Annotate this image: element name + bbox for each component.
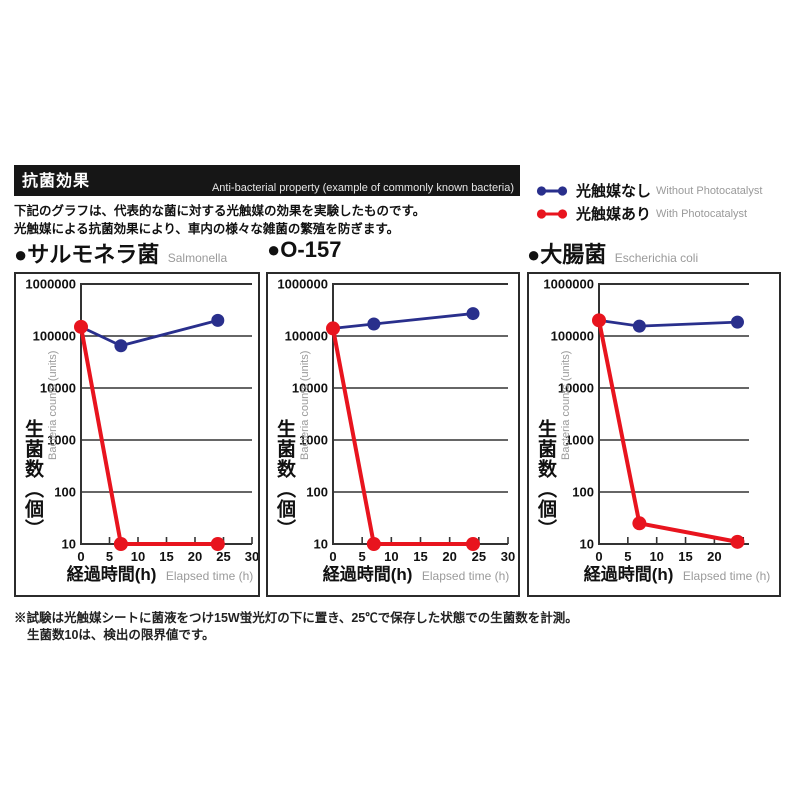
x-axis-label: 経過時間(h) Elapsed time (h) xyxy=(314,560,518,585)
intro-line-1: 下記のグラフは、代表的な菌に対する光触媒の効果を実験したものです。 xyxy=(14,204,426,218)
y-axis-label-en: Bacteria counts (units) xyxy=(47,350,59,460)
legend-label-en: Without Photocatalyst xyxy=(656,184,763,197)
ecoli-chart-panel: 1000000 100000 10000 1000 100 10 0 5 10 15 20 生菌数（… xyxy=(527,272,781,597)
x-axis-label-ja: 経過時間(h) xyxy=(322,565,413,584)
salmonella-title: ●サルモネラ菌 Salmonella xyxy=(14,237,227,269)
svg-text:20: 20 xyxy=(442,549,456,564)
svg-text:10: 10 xyxy=(580,537,594,552)
legend: 光触媒なし Without Photocatalyst 光触媒あり With P… xyxy=(536,179,762,225)
with-photocatalyst-marker-icon xyxy=(536,208,568,219)
ecoli-title: ●大腸菌 Escherichia coli xyxy=(527,237,698,269)
legend-item-with-photocatalyst: 光触媒あり With Photocatalyst xyxy=(536,202,762,225)
legend-label-en: With Photocatalyst xyxy=(656,207,748,220)
section-header-bar: 抗菌効果 Anti-bacterial property (example of… xyxy=(14,165,520,196)
svg-text:20: 20 xyxy=(188,549,202,564)
x-axis-label-en: Elapsed time (h) xyxy=(682,569,771,583)
svg-text:1000000: 1000000 xyxy=(543,277,594,292)
svg-text:10: 10 xyxy=(314,537,328,552)
y-axis-label-en: Bacteria counts (units) xyxy=(299,350,311,460)
svg-text:10: 10 xyxy=(384,549,398,564)
ecoli-title-en: Escherichia coli xyxy=(614,251,699,265)
y-axis-label-ja: 生菌数（個） xyxy=(274,419,295,539)
footnote-line-2: 生菌数10は、検出の限界値です。 xyxy=(27,627,215,642)
svg-text:25: 25 xyxy=(472,549,486,564)
svg-text:0: 0 xyxy=(77,549,84,564)
svg-text:15: 15 xyxy=(159,549,173,564)
svg-text:10000: 10000 xyxy=(40,381,76,396)
svg-text:10: 10 xyxy=(62,537,76,552)
svg-text:0: 0 xyxy=(329,549,336,564)
intro-line-2: 光触媒による抗菌効果により、車内の様々な雑菌の繁殖を防ぎます。 xyxy=(14,222,400,237)
svg-text:0: 0 xyxy=(595,549,602,564)
x-axis-label-en: Elapsed time (h) xyxy=(421,569,510,583)
without-photocatalyst-marker-icon xyxy=(536,185,568,196)
x-axis-label: 経過時間(h) Elapsed time (h) xyxy=(575,560,779,585)
y-axis-label-ja: 生菌数（個） xyxy=(535,419,556,539)
footnote-line-1: ※試験は光触媒シートに菌液をつけ15W蛍光灯の下に置き、25℃で保存した状態での… xyxy=(14,611,578,625)
intro-text: 下記のグラフは、代表的な菌に対する光触媒の効果を実験したものです。 光触媒による… xyxy=(14,202,425,238)
x-axis-label-en: Elapsed time (h) xyxy=(165,569,254,583)
svg-text:20: 20 xyxy=(707,549,721,564)
svg-text:1000000: 1000000 xyxy=(25,277,76,292)
legend-label-ja: 光触媒あり xyxy=(576,206,652,223)
y-axis-label-en: Bacteria counts (units) xyxy=(560,350,572,460)
legend-label-ja: 光触媒なし xyxy=(576,183,652,200)
svg-text:1000000: 1000000 xyxy=(277,277,328,292)
svg-text:30: 30 xyxy=(245,549,258,564)
salmonella-title-en: Salmonella xyxy=(167,251,228,265)
svg-text:10000: 10000 xyxy=(292,381,328,396)
footnote: ※試験は光触媒シートに菌液をつけ15W蛍光灯の下に置き、25℃で保存した状態での… xyxy=(14,610,578,644)
svg-text:1000: 1000 xyxy=(299,433,328,448)
ecoli-title-ja: ●大腸菌 xyxy=(527,242,607,267)
svg-text:10: 10 xyxy=(131,549,145,564)
svg-text:100: 100 xyxy=(572,485,594,500)
x-axis-label-ja: 経過時間(h) xyxy=(583,565,674,584)
svg-text:5: 5 xyxy=(106,549,113,564)
svg-text:100000: 100000 xyxy=(285,329,328,344)
section-title-ja: 抗菌効果 xyxy=(22,173,91,190)
svg-text:10000: 10000 xyxy=(558,381,594,396)
svg-text:10: 10 xyxy=(649,549,663,564)
svg-text:25: 25 xyxy=(216,549,230,564)
svg-text:1000: 1000 xyxy=(47,433,76,448)
x-axis-label-ja: 経過時間(h) xyxy=(66,565,157,584)
svg-text:100: 100 xyxy=(306,485,328,500)
o157-chart-panel: 1000000 100000 10000 1000 100 10 0 5 10 15 20 25 30 … xyxy=(266,272,520,597)
legend-item-without-photocatalyst: 光触媒なし Without Photocatalyst xyxy=(536,179,762,202)
svg-text:15: 15 xyxy=(413,549,427,564)
svg-text:5: 5 xyxy=(624,549,631,564)
o157-title: ●O-157 xyxy=(267,237,345,263)
svg-text:5: 5 xyxy=(359,549,366,564)
y-axis-label-ja: 生菌数（個） xyxy=(22,419,43,539)
x-axis-label: 経過時間(h) Elapsed time (h) xyxy=(62,560,258,585)
svg-text:100000: 100000 xyxy=(551,329,594,344)
o157-title-ja: ●O-157 xyxy=(267,237,342,262)
svg-text:100000: 100000 xyxy=(33,329,76,344)
salmonella-title-ja: ●サルモネラ菌 xyxy=(14,242,160,267)
svg-text:15: 15 xyxy=(678,549,692,564)
svg-text:30: 30 xyxy=(501,549,515,564)
salmonella-chart-panel: 1000000 100000 10000 1000 100 10 0 5 10 15 20 25 30 … xyxy=(14,272,260,597)
svg-text:100: 100 xyxy=(54,485,76,500)
section-title-en: Anti-bacterial property (example of comm… xyxy=(211,182,514,194)
svg-text:1000: 1000 xyxy=(565,433,594,448)
